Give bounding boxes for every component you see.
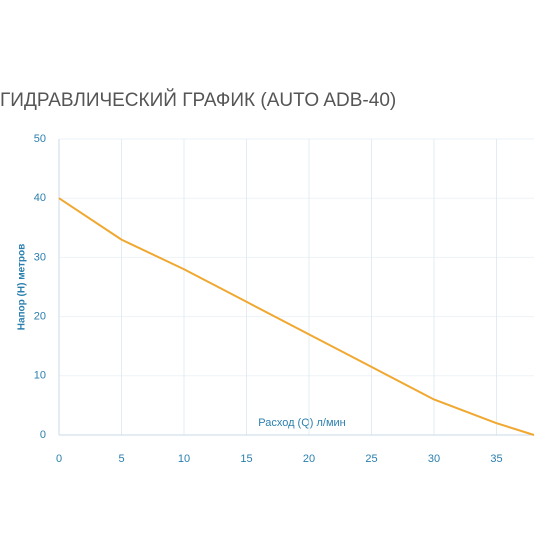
x-tick-label: 20: [303, 453, 315, 465]
x-tick-label: 35: [490, 453, 502, 465]
x-tick-label: 0: [56, 453, 62, 465]
x-axis-label: Расход (Q) л/мин: [258, 417, 346, 429]
y-tick-label: 30: [34, 251, 46, 263]
x-tick-label: 15: [240, 453, 252, 465]
x-tick-label: 30: [428, 453, 440, 465]
y-tick-label: 40: [34, 192, 46, 204]
y-tick-label: 10: [34, 370, 46, 382]
y-axis-label: Напор (H) метров: [17, 244, 28, 331]
data-line: [58, 197, 535, 436]
y-tick-label: 20: [34, 311, 46, 323]
y-tick-label: 50: [34, 133, 46, 145]
chart-title: ГИДРАВЛИЧЕСКИЙ ГРАФИК (AUTO ADB-40): [0, 89, 396, 111]
x-tick-label: 10: [178, 453, 190, 465]
x-tick-label: 5: [118, 453, 124, 465]
x-tick-label: 25: [365, 453, 377, 465]
y-tick-label: 0: [40, 429, 46, 441]
